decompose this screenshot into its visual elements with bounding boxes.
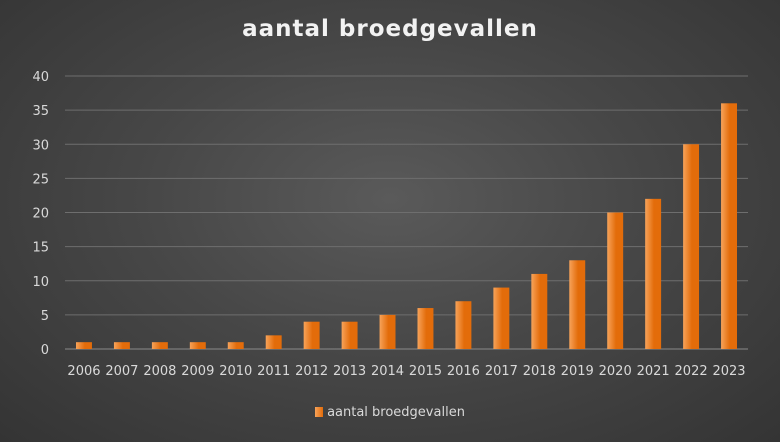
y-tick-label: 10 xyxy=(32,275,49,290)
x-tick-label: 2010 xyxy=(219,364,252,379)
legend: aantal broedgevallen xyxy=(0,405,780,420)
x-tick-label: 2016 xyxy=(447,364,480,379)
bar-2007 xyxy=(113,342,130,349)
gridlines xyxy=(65,75,748,350)
bar-2006 xyxy=(76,342,92,349)
x-tick-label: 2017 xyxy=(485,364,518,379)
bar-2020 xyxy=(607,212,624,349)
x-tick-label: 2023 xyxy=(712,364,745,379)
bar-2023 xyxy=(721,103,737,349)
y-tick-label: 20 xyxy=(32,207,49,222)
x-tick-label: 2008 xyxy=(143,364,176,379)
bar-2018 xyxy=(531,273,548,349)
y-tick-label: 5 xyxy=(41,309,49,324)
bar-2019 xyxy=(569,260,586,349)
y-axis-ticks: 0 5 10 15 20 25 30 35 40 xyxy=(32,70,49,358)
bar-2012 xyxy=(303,321,320,349)
bar-2014 xyxy=(379,314,396,349)
bar-2022 xyxy=(683,144,700,349)
bar-2017 xyxy=(493,287,510,349)
bar-2021 xyxy=(645,198,662,349)
bar-2016 xyxy=(455,301,472,349)
bar-2010 xyxy=(227,342,244,349)
x-tick-label: 2012 xyxy=(295,364,328,379)
legend-label: aantal broedgevallen xyxy=(327,405,465,420)
y-tick-label: 40 xyxy=(32,70,49,85)
bars xyxy=(76,103,737,349)
y-tick-label: 25 xyxy=(32,172,49,187)
y-tick-label: 35 xyxy=(32,104,49,119)
y-tick-label: 0 xyxy=(41,343,49,358)
bar-2008 xyxy=(151,342,168,349)
x-tick-label: 2006 xyxy=(67,364,100,379)
bar-2013 xyxy=(341,321,358,349)
y-tick-label: 15 xyxy=(32,241,49,256)
x-tick-label: 2013 xyxy=(333,364,366,379)
x-tick-label: 2015 xyxy=(409,364,442,379)
bar-2009 xyxy=(189,342,206,349)
x-tick-label: 2007 xyxy=(105,364,138,379)
x-tick-label: 2021 xyxy=(637,364,670,379)
x-tick-label: 2019 xyxy=(561,364,594,379)
bar-2011 xyxy=(265,335,282,349)
bar-2015 xyxy=(417,308,434,349)
x-tick-label: 2022 xyxy=(675,364,708,379)
x-tick-label: 2011 xyxy=(257,364,290,379)
x-tick-label: 2018 xyxy=(523,364,556,379)
y-tick-label: 30 xyxy=(32,138,49,153)
x-tick-label: 2020 xyxy=(599,364,632,379)
x-axis-ticks: 2006 2007 2008 2009 2010 2011 2012 2013 2014 2015… xyxy=(67,364,745,379)
legend-swatch xyxy=(315,407,324,417)
x-tick-label: 2014 xyxy=(371,364,404,379)
x-tick-label: 2009 xyxy=(181,364,214,379)
chart-title: aantal broedgevallen xyxy=(242,16,538,42)
